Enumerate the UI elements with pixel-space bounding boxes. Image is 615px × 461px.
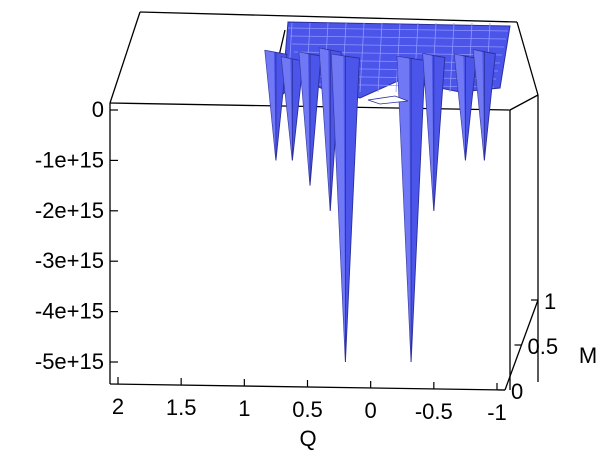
x-tick-label: 0 [365, 398, 377, 423]
z-tick-label: -1e+15 [35, 147, 104, 172]
x-tick-label: 0.5 [292, 397, 323, 422]
box-edge-right-lower [509, 94, 539, 111]
surface-spike [453, 53, 477, 161]
mesh-line [289, 35, 507, 40]
z-axis: 0 -1e+15 -2e+15 -3e+15 -4e+15 -5e+15 [35, 97, 118, 384]
x-tick-label: -0.5 [415, 399, 453, 424]
z-tick-label: -2e+15 [35, 198, 104, 223]
mesh-line [377, 22, 383, 93]
box-edge-top-back [139, 11, 518, 23]
surface-spike [280, 56, 304, 161]
y-tick-label: 0.5 [528, 334, 559, 359]
surface-spike [330, 53, 360, 363]
z-tick-label: -5e+15 [35, 349, 104, 374]
y-axis: 00.51 [498, 289, 558, 404]
x-axis: 2 1.5 1 0.5 0 -0.5 -1 [109, 377, 507, 425]
surface [264, 21, 511, 363]
surface-spike [472, 49, 496, 161]
mesh-line [449, 22, 455, 93]
mesh-line [291, 43, 505, 48]
x-tick-label: -1 [487, 400, 507, 425]
surface-spike [422, 52, 446, 211]
y-tick-label: 0 [511, 379, 523, 404]
x-tick-label: 1 [238, 396, 250, 421]
y-tick-label: 1 [544, 289, 556, 314]
x-tick-label: 1.5 [166, 395, 197, 420]
box-edge-top-right [516, 21, 539, 96]
surface-spike [264, 49, 288, 161]
z-tick-label: -4e+15 [35, 299, 104, 324]
bounding-box [109, 11, 539, 390]
surface-spike [298, 51, 322, 186]
x-tick-label: 2 [112, 394, 124, 419]
surface-gap [367, 95, 409, 105]
surface-spike [396, 55, 426, 363]
box-edge-top-left [109, 11, 141, 104]
z-tick-label: 0 [92, 97, 104, 122]
z-tick-label: -3e+15 [35, 248, 104, 273]
x-axis-title: Q [299, 426, 316, 451]
y-axis-title: M [579, 343, 597, 368]
mesh-line [359, 22, 365, 93]
